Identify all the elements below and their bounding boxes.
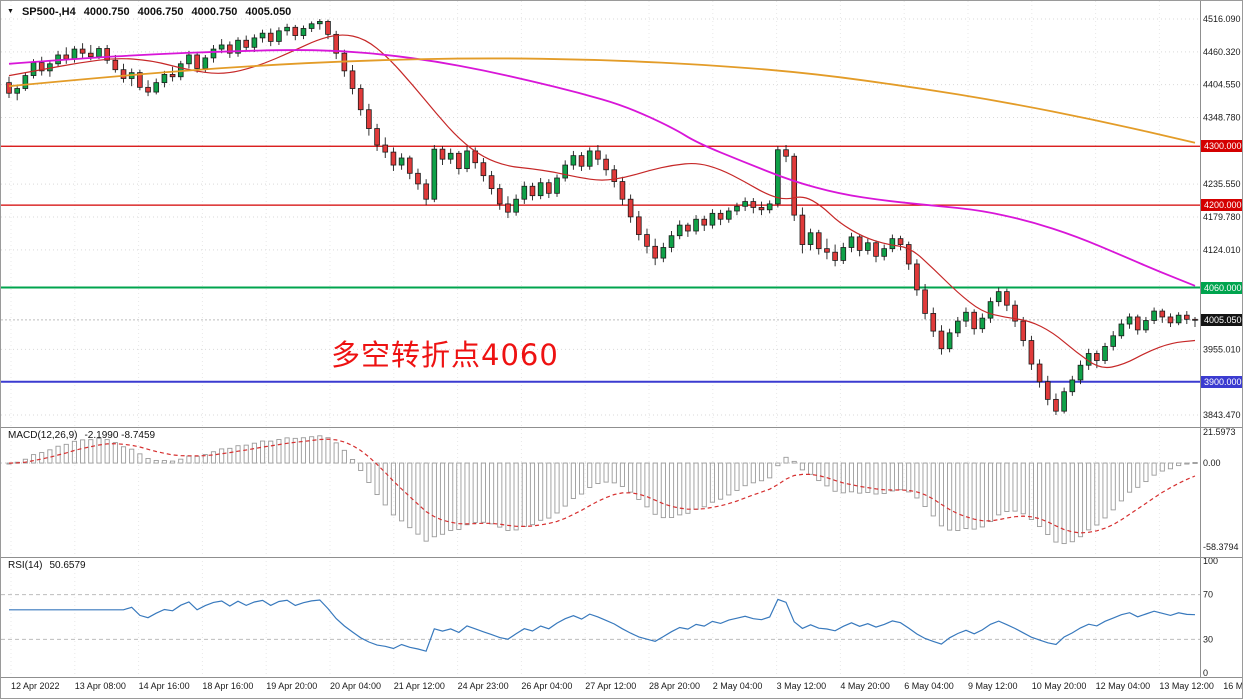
- macd-axis-labels: 21.5973 0.00 -58.3794: [1203, 427, 1239, 552]
- svg-text:4404.550: 4404.550: [1203, 80, 1241, 90]
- svg-text:28 Apr 20:00: 28 Apr 20:00: [649, 681, 700, 691]
- svg-text:4516.090: 4516.090: [1203, 14, 1241, 24]
- svg-text:16 May 12:00: 16 May 12:00: [1223, 681, 1243, 691]
- panel-separators: [1, 1, 1242, 678]
- svg-text:18 Apr 16:00: 18 Apr 16:00: [202, 681, 253, 691]
- svg-text:24 Apr 23:00: 24 Apr 23:00: [458, 681, 509, 691]
- svg-text:14 Apr 16:00: 14 Apr 16:00: [139, 681, 190, 691]
- svg-text:-58.3794: -58.3794: [1203, 542, 1239, 552]
- svg-text:70: 70: [1203, 590, 1213, 600]
- macd-panel: [1, 435, 1200, 545]
- svg-text:0: 0: [1203, 668, 1208, 678]
- svg-text:3843.470: 3843.470: [1203, 410, 1241, 420]
- candles: [6, 19, 1198, 415]
- svg-text:13 May 12:00: 13 May 12:00: [1159, 681, 1214, 691]
- svg-text:0.00: 0.00: [1203, 458, 1221, 468]
- svg-text:4235.550: 4235.550: [1203, 179, 1241, 189]
- svg-text:19 Apr 20:00: 19 Apr 20:00: [266, 681, 317, 691]
- svg-text:2 May 04:00: 2 May 04:00: [713, 681, 763, 691]
- svg-text:4179.780: 4179.780: [1203, 212, 1241, 222]
- svg-text:9 May 12:00: 9 May 12:00: [968, 681, 1018, 691]
- svg-text:10 May 20:00: 10 May 20:00: [1032, 681, 1087, 691]
- svg-text:3 May 12:00: 3 May 12:00: [777, 681, 827, 691]
- svg-text:12 May 04:00: 12 May 04:00: [1096, 681, 1151, 691]
- svg-text:4124.010: 4124.010: [1203, 245, 1241, 255]
- horizontal-level-lines: [1, 145, 1200, 383]
- svg-text:20 Apr 04:00: 20 Apr 04:00: [330, 681, 381, 691]
- svg-text:100: 100: [1203, 556, 1218, 566]
- svg-text:21.5973: 21.5973: [1203, 427, 1236, 437]
- svg-text:4348.780: 4348.780: [1203, 113, 1241, 123]
- svg-text:26 Apr 04:00: 26 Apr 04:00: [521, 681, 572, 691]
- svg-text:4460.320: 4460.320: [1203, 47, 1241, 57]
- svg-text:13 Apr 08:00: 13 Apr 08:00: [75, 681, 126, 691]
- time-axis-labels: 12 Apr 2022 13 Apr 08:00 14 Apr 16:00 18 Ap…: [11, 681, 1243, 691]
- svg-text:27 Apr 12:00: 27 Apr 12:00: [585, 681, 636, 691]
- svg-text:12 Apr 2022: 12 Apr 2022: [11, 681, 60, 691]
- medium-ma: [8, 49, 1196, 287]
- svg-text:30: 30: [1203, 634, 1213, 644]
- rsi-axis-labels: 100 70 30 0: [1203, 556, 1218, 678]
- fast-ma: [8, 34, 1196, 369]
- svg-text:21 Apr 12:00: 21 Apr 12:00: [394, 681, 445, 691]
- svg-text:3955.010: 3955.010: [1203, 344, 1241, 354]
- rsi-panel: [1, 594, 1200, 652]
- vertical-gridlines: [10, 1, 1160, 677]
- slow-ma: [8, 57, 1196, 144]
- price-axis-labels: 4516.090 4460.320 4404.550 4348.780 4235.550…: [1203, 14, 1241, 420]
- ma-lines: [8, 34, 1196, 369]
- svg-text:6 May 04:00: 6 May 04:00: [904, 681, 954, 691]
- svg-text:4 May 20:00: 4 May 20:00: [840, 681, 890, 691]
